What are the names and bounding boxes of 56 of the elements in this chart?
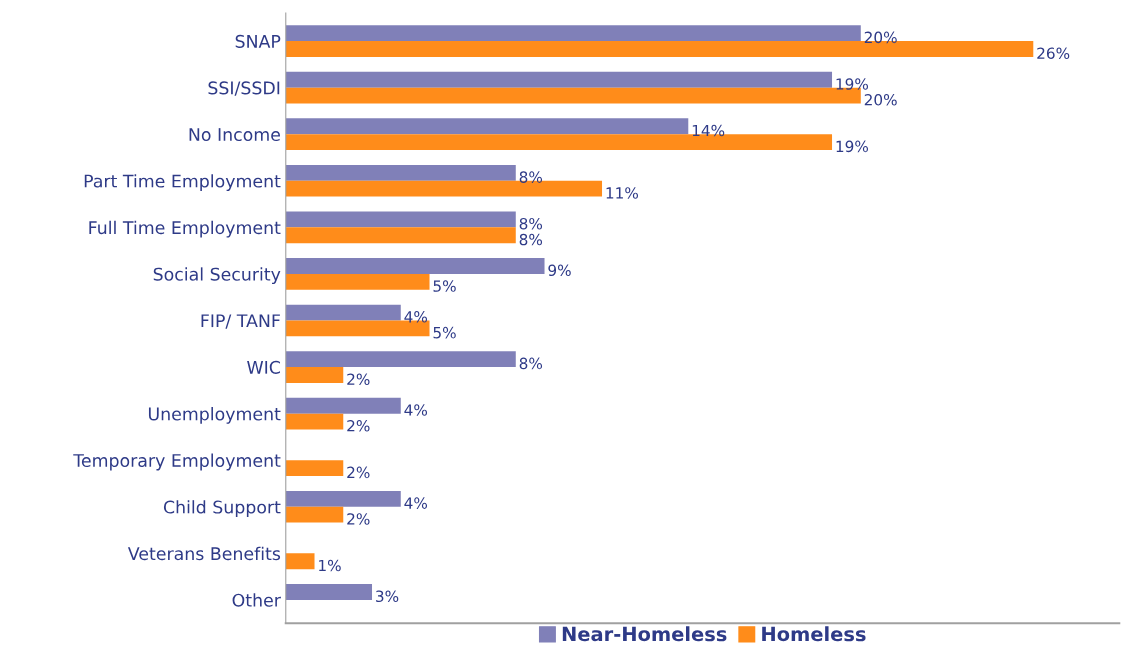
bar (285, 397, 401, 414)
data-label: 2% (347, 420, 370, 432)
data-label: 19% (836, 78, 869, 90)
data-label: 1% (319, 559, 341, 572)
bar (285, 460, 344, 477)
y-tick-label: No Income (189, 128, 280, 142)
bar (285, 367, 344, 383)
y-tick-label: Unemployment (148, 407, 281, 424)
y-tick-label: SSI/SSDI (208, 81, 280, 96)
y-tick-label: Part Time Employment (84, 174, 281, 191)
y-tick-label: Other (232, 593, 281, 607)
data-label: 4% (404, 311, 428, 323)
data-label: 14% (692, 124, 725, 137)
data-label: 3% (376, 590, 399, 603)
bar (285, 258, 545, 274)
data-label: 8% (519, 357, 543, 370)
y-tick-label: FIP/ TANF (201, 314, 280, 329)
data-label: 5% (433, 280, 456, 292)
legend-label: Near-Homeless (562, 626, 727, 642)
data-label: 20% (864, 31, 897, 44)
bar (285, 71, 833, 88)
bar (285, 413, 344, 430)
bar (285, 211, 516, 228)
y-tick-label: Veterans Benefits (127, 546, 281, 561)
y-tick-label: WIC (247, 360, 280, 374)
y-tick-label: Child Support (163, 500, 281, 517)
bar (285, 118, 689, 135)
y-tick-label: SNAP (235, 34, 281, 48)
bar (285, 351, 516, 368)
bar (285, 553, 315, 570)
data-label: 4% (404, 404, 428, 416)
data-label: 8% (519, 217, 543, 230)
bar (285, 584, 373, 600)
data-label: 8% (519, 171, 543, 183)
data-label: 9% (548, 264, 571, 277)
bar (285, 304, 401, 321)
data-label: 5% (433, 326, 456, 339)
data-label: 19% (836, 140, 869, 153)
data-label: 2% (347, 466, 370, 479)
y-tick-label: Full Time Employment (89, 220, 281, 238)
bar (285, 490, 401, 507)
data-label: 26% (1037, 47, 1070, 59)
bar (285, 273, 430, 290)
y-tick-label: Social Security (153, 267, 281, 285)
data-label: 20% (864, 94, 897, 106)
data-label: 2% (347, 513, 370, 525)
y-tick-label: Temporary Employment (73, 453, 281, 471)
bar (285, 25, 861, 42)
data-label: 2% (347, 373, 370, 385)
data-label: 11% (606, 187, 639, 199)
bar (285, 506, 344, 523)
legend-label: Homeless (762, 626, 866, 642)
data-label: 8% (519, 233, 543, 246)
bar (285, 164, 516, 181)
bar (285, 227, 516, 244)
data-label: 4% (404, 497, 428, 509)
